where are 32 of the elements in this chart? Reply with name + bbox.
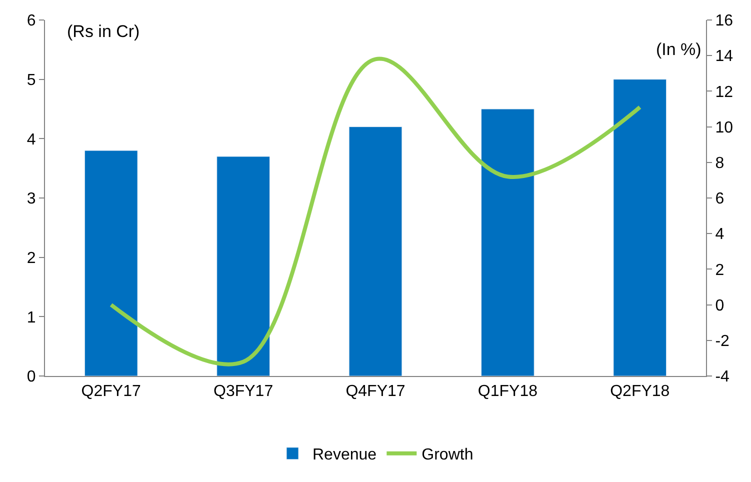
x-tick-label: Q2FY18 [610,383,670,400]
legend-label: Revenue [312,446,377,464]
y2-tick-label: 16 [715,12,734,30]
y2-tick-label: 6 [715,190,724,208]
y2-tick-label: 4 [715,226,724,244]
y-tick-label: 0 [26,368,36,386]
y-tick-label: 3 [26,190,36,208]
y-tick-label: 6 [26,12,36,30]
y2-axis-title: (In %) [656,40,702,59]
y2-tick-label: 8 [715,155,724,172]
y-tick-label: 2 [26,250,36,267]
legend-label: Growth [422,446,474,464]
y-axis-title: (Rs in Cr) [67,22,140,41]
y2-tick-label: 0 [715,297,724,314]
bar [348,126,402,376]
y2-tick-label: 10 [715,119,734,136]
y-tick-label: 1 [26,309,36,326]
x-tick-label: Q1FY18 [478,383,538,400]
bar [216,156,270,376]
y2-tick-label: -4 [715,368,730,386]
y2-tick-label: 12 [715,84,734,101]
y2-tick-label: 2 [715,262,724,279]
bar [84,150,138,376]
bar [481,108,534,376]
y-tick-label: 5 [26,72,36,89]
bar [613,79,667,376]
y-tick-label: 4 [26,131,36,148]
x-tick-label: Q3FY17 [214,383,274,400]
y2-tick-label: -2 [715,333,730,350]
y2-tick-label: 14 [715,48,734,66]
x-tick-label: Q4FY17 [346,383,406,400]
x-tick-label: Q2FY17 [81,383,141,400]
